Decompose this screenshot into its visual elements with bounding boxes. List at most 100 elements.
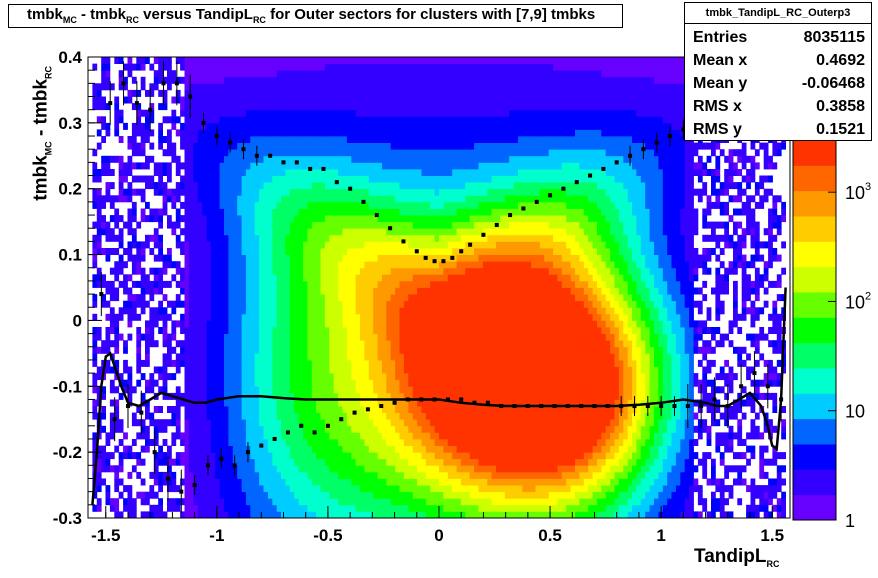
heatmap-cell (149, 379, 155, 387)
heatmap-cell (131, 208, 137, 216)
heatmap-cell (193, 294, 199, 302)
heatmap-cell (403, 103, 409, 111)
heatmap-cell (206, 504, 212, 512)
heatmap-cell (364, 452, 370, 460)
heatmap-cell (92, 103, 98, 111)
heatmap-cell (316, 340, 321, 348)
heatmap-cell (333, 155, 339, 163)
heatmap-cell (149, 485, 155, 493)
heatmap-cell (377, 76, 383, 84)
heatmap-cell (425, 109, 431, 117)
heatmap-cell (136, 188, 142, 196)
heatmap-cell (377, 287, 383, 295)
heatmap-cell (294, 327, 299, 334)
heatmap-cell (215, 149, 220, 157)
heatmap-cell (395, 406, 400, 413)
heatmap-cell (215, 221, 220, 229)
heatmap-cell (232, 228, 238, 236)
heatmap-cell (254, 215, 260, 223)
heatmap-cell (267, 412, 273, 420)
heatmap-cell (267, 399, 273, 407)
heatmap-cell (368, 452, 374, 460)
heatmap-cell (131, 142, 137, 150)
heatmap-cell (382, 386, 387, 394)
heatmap-cell (140, 195, 146, 203)
heatmap-cell (232, 386, 238, 394)
heatmap-cell (237, 248, 242, 255)
heatmap-cell (158, 241, 163, 249)
heatmap-cell (316, 307, 321, 315)
heatmap-cell (351, 221, 357, 229)
heatmap-cell (311, 491, 317, 499)
heatmap-cell (149, 63, 155, 71)
heatmap-cell (206, 129, 212, 137)
heatmap-cell (105, 129, 111, 137)
heatmap-cell (324, 254, 330, 262)
heatmap-cell (149, 175, 155, 183)
heatmap-cell (267, 221, 273, 229)
heatmap-cell (197, 201, 203, 209)
heatmap-cell (324, 412, 330, 420)
heatmap-cell (342, 70, 348, 78)
heatmap-cell (105, 313, 111, 321)
heatmap-cell (267, 425, 273, 433)
heatmap-cell (259, 201, 264, 209)
heatmap-cell (377, 373, 383, 381)
heatmap-cell (105, 57, 111, 64)
heatmap-cell (210, 129, 216, 137)
heatmap-cell (105, 485, 111, 493)
heatmap-cell (320, 228, 326, 236)
heatmap-cell (202, 333, 207, 341)
heatmap-cell (180, 162, 185, 170)
heatmap-cell (373, 122, 378, 130)
heatmap-cell (263, 439, 269, 446)
heatmap-cell (206, 465, 212, 473)
heatmap-cell (228, 498, 234, 506)
heatmap-cell (228, 182, 234, 190)
heatmap-cell (333, 280, 339, 288)
heatmap-cell (123, 169, 128, 176)
heatmap-cell (298, 96, 304, 104)
heatmap-cell (311, 221, 317, 229)
heatmap-cell (351, 129, 357, 137)
heatmap-cell (140, 109, 146, 117)
heatmap-cell (276, 221, 282, 229)
heatmap-cell (167, 359, 172, 367)
heatmap-cell (395, 208, 400, 216)
heatmap-cell (311, 439, 317, 446)
heatmap-cell (145, 445, 150, 453)
heatmap-cell (224, 498, 229, 506)
heatmap-cell (390, 267, 396, 275)
heatmap-cell (443, 274, 449, 282)
heatmap-cell (162, 307, 168, 315)
heatmap-cell (153, 254, 159, 262)
heatmap-cell (294, 504, 299, 512)
heatmap-cell (167, 498, 172, 506)
heatmap-cell (136, 346, 142, 354)
heatmap-cell (395, 353, 400, 361)
heatmap-cell (346, 142, 352, 150)
heatmap-cell (408, 215, 414, 223)
heatmap-cell (197, 248, 203, 255)
heatmap-cell (281, 76, 286, 84)
heatmap-cell (395, 498, 400, 506)
heatmap-cell (421, 359, 427, 367)
heatmap-cell (360, 89, 365, 97)
heatmap-cell (215, 261, 220, 269)
heatmap-cell (421, 432, 427, 440)
heatmap-cell (180, 399, 185, 407)
heatmap-cell (346, 136, 352, 143)
heatmap-cell (338, 485, 343, 493)
heatmap-cell (206, 280, 212, 288)
heatmap-cell (417, 498, 422, 506)
heatmap-cell (373, 307, 378, 315)
heatmap-cell (421, 89, 427, 97)
heatmap-cell (118, 195, 124, 203)
heatmap-cell (329, 63, 335, 71)
heatmap-cell (281, 208, 286, 216)
heatmap-cell (355, 109, 361, 117)
heatmap-cell (430, 366, 435, 374)
heatmap-cell (324, 162, 330, 170)
heatmap-cell (92, 83, 98, 91)
heatmap-cell (123, 221, 128, 229)
